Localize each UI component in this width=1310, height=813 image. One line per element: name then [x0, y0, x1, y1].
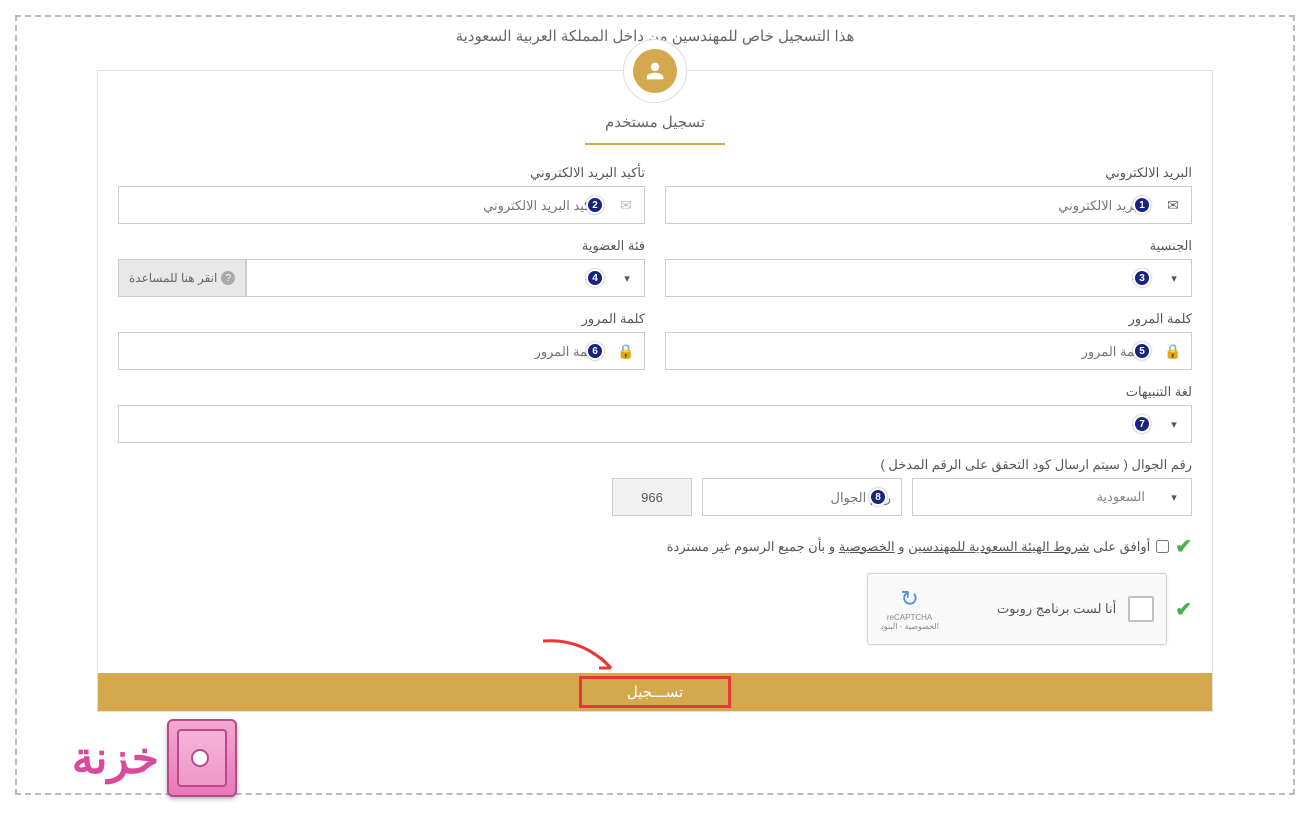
user-icon	[633, 49, 677, 93]
membership-value: ---	[247, 271, 610, 286]
terms-row: ✔ أوافق على شروط الهيئة السعودية للمهندس…	[118, 534, 1192, 559]
email-confirm-wrap: ✉ 2	[118, 186, 645, 224]
terms-link-2[interactable]: الخصوصية	[839, 539, 895, 554]
step-badge-8: 8	[869, 488, 887, 506]
terms-checkbox[interactable]	[1156, 540, 1169, 553]
step-badge-7: 7	[1133, 415, 1151, 433]
check-icon: ✔	[1175, 597, 1192, 622]
password-confirm-input[interactable]	[119, 333, 608, 369]
email-confirm-label: تأكيد البريد الالكتروني	[118, 165, 645, 181]
email-label: البريد الالكتروني	[665, 165, 1192, 181]
help-icon: ?	[221, 271, 235, 285]
safe-icon	[167, 719, 237, 797]
arrow-annotation	[533, 633, 633, 683]
recaptcha-logo: ↻ reCAPTCHA الخصوصية - البنود	[880, 586, 939, 632]
step-badge-4: 4	[586, 269, 604, 287]
email-confirm-input[interactable]	[119, 187, 608, 223]
help-text: انقر هنا للمساعدة	[129, 271, 217, 285]
notif-lang-label: لغة التنبيهات	[118, 384, 1192, 400]
membership-label: فئة العضوية	[118, 238, 645, 254]
mobile-label: رقم الجوال ( سيتم ارسال كود التحقق على ا…	[118, 457, 1192, 473]
password-wrap: 🔒 5	[665, 332, 1192, 370]
recaptcha-text: أنا لست برنامج روبوت	[939, 601, 1128, 617]
page-frame: هذا التسجيل خاص للمهندسين من داخل المملك…	[15, 15, 1295, 795]
country-code: 966	[612, 478, 692, 516]
password-confirm-label: كلمة المرور	[118, 311, 645, 327]
step-badge-2: 2	[586, 196, 604, 214]
nationality-label: الجنسية	[665, 238, 1192, 254]
recaptcha-checkbox[interactable]	[1128, 596, 1154, 622]
password-input[interactable]	[666, 333, 1155, 369]
chevron-down-icon: ▾	[610, 272, 644, 285]
registration-panel: تسجيل مستخدم البريد الالكتروني ✉ 1 تأكيد…	[97, 70, 1213, 712]
envelope-icon: ✉	[608, 197, 644, 214]
avatar-ring	[623, 39, 687, 103]
notif-lang-select[interactable]: ▾ 7 ---	[118, 405, 1192, 443]
recaptcha-row: ✔ أنا لست برنامج روبوت ↻ reCAPTCHA الخصو…	[118, 573, 1192, 645]
envelope-icon: ✉	[1155, 197, 1191, 214]
watermark-logo: خزنة	[17, 713, 237, 803]
lock-icon: 🔒	[608, 343, 644, 360]
recaptcha-widget: أنا لست برنامج روبوت ↻ reCAPTCHA الخصوصي…	[867, 573, 1167, 645]
submit-bar: تســـجيل	[98, 673, 1212, 711]
membership-select[interactable]: ▾ 4 ---	[246, 259, 645, 297]
lock-icon: 🔒	[1155, 343, 1191, 360]
membership-help-button[interactable]: ? انقر هنا للمساعدة	[118, 259, 246, 297]
email-input[interactable]	[666, 187, 1155, 223]
chevron-down-icon: ▾	[1157, 491, 1191, 504]
form-title: تسجيل مستخدم	[585, 113, 725, 145]
notif-lang-value: ---	[119, 417, 1157, 432]
check-icon: ✔	[1175, 534, 1192, 559]
chevron-down-icon: ▾	[1157, 418, 1191, 431]
recaptcha-icon: ↻	[880, 586, 939, 612]
email-field-wrap: ✉ 1	[665, 186, 1192, 224]
password-label: كلمة المرور	[665, 311, 1192, 327]
terms-link-1[interactable]: شروط الهيئة السعودية للمهندسين	[908, 539, 1089, 554]
terms-text: أوافق على شروط الهيئة السعودية للمهندسين…	[667, 539, 1150, 555]
password-confirm-wrap: 🔒 6	[118, 332, 645, 370]
nationality-value: ---	[666, 271, 1157, 286]
mobile-wrap: 8	[702, 478, 902, 516]
nationality-select[interactable]: ▾ 3 ---	[665, 259, 1192, 297]
watermark-text: خزنة	[72, 733, 159, 784]
country-select[interactable]: ▾ السعودية	[912, 478, 1192, 516]
step-badge-5: 5	[1133, 342, 1151, 360]
country-value: السعودية	[913, 489, 1157, 505]
chevron-down-icon: ▾	[1157, 272, 1191, 285]
step-badge-6: 6	[586, 342, 604, 360]
step-badge-3: 3	[1133, 269, 1151, 287]
step-badge-1: 1	[1133, 196, 1151, 214]
